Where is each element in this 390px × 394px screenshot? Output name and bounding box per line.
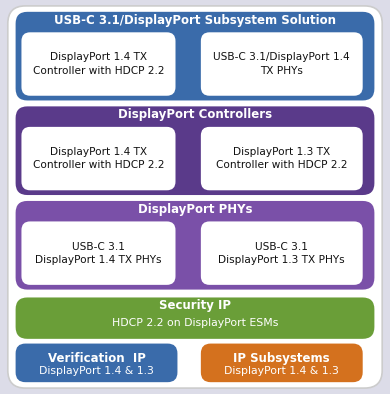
FancyBboxPatch shape [8, 6, 382, 388]
Text: Verification  IP: Verification IP [48, 352, 145, 365]
FancyBboxPatch shape [21, 32, 176, 96]
FancyBboxPatch shape [201, 221, 363, 285]
Text: DisplayPort PHYs: DisplayPort PHYs [138, 203, 252, 216]
FancyBboxPatch shape [201, 344, 363, 382]
Text: HDCP 2.2 on DisplayPort ESMs: HDCP 2.2 on DisplayPort ESMs [112, 318, 278, 328]
Text: DisplayPort 1.4 & 1.3: DisplayPort 1.4 & 1.3 [39, 366, 154, 376]
Text: DisplayPort 1.4 TX
Controller with HDCP 2.2: DisplayPort 1.4 TX Controller with HDCP … [33, 147, 164, 170]
FancyBboxPatch shape [201, 127, 363, 190]
Text: DisplayPort Controllers: DisplayPort Controllers [118, 108, 272, 121]
Text: IP Subsystems: IP Subsystems [234, 352, 330, 365]
FancyBboxPatch shape [201, 32, 363, 96]
Text: Security IP: Security IP [159, 299, 231, 312]
FancyBboxPatch shape [16, 344, 177, 382]
Text: USB-C 3.1
DisplayPort 1.3 TX PHYs: USB-C 3.1 DisplayPort 1.3 TX PHYs [218, 242, 345, 265]
Text: USB-C 3.1
DisplayPort 1.4 TX PHYs: USB-C 3.1 DisplayPort 1.4 TX PHYs [35, 242, 162, 265]
FancyBboxPatch shape [21, 127, 176, 190]
FancyBboxPatch shape [16, 12, 374, 100]
FancyBboxPatch shape [16, 201, 374, 290]
FancyBboxPatch shape [16, 106, 374, 195]
Text: DisplayPort 1.4 TX
Controller with HDCP 2.2: DisplayPort 1.4 TX Controller with HDCP … [33, 52, 164, 76]
Text: USB-C 3.1/DisplayPort 1.4
TX PHYs: USB-C 3.1/DisplayPort 1.4 TX PHYs [213, 52, 350, 76]
Text: DisplayPort 1.4 & 1.3: DisplayPort 1.4 & 1.3 [224, 366, 339, 376]
Text: USB-C 3.1/DisplayPort Subsystem Solution: USB-C 3.1/DisplayPort Subsystem Solution [54, 14, 336, 26]
Text: DisplayPort 1.3 TX
Controller with HDCP 2.2: DisplayPort 1.3 TX Controller with HDCP … [216, 147, 347, 170]
FancyBboxPatch shape [16, 297, 374, 339]
FancyBboxPatch shape [21, 221, 176, 285]
